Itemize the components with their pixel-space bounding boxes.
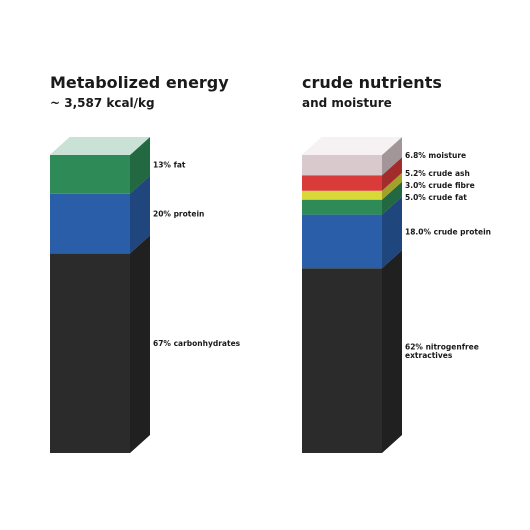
bar-side-shade xyxy=(130,235,150,453)
bar-segment xyxy=(302,268,382,453)
value-label: 20% protein xyxy=(153,210,204,219)
bar-segment xyxy=(302,190,382,200)
bar-segment xyxy=(50,253,130,453)
bar-side-shade xyxy=(382,172,402,200)
bar-top-tint xyxy=(302,137,402,155)
chart-title: crude nutrients xyxy=(302,73,442,92)
bar-side-shade xyxy=(382,137,402,176)
bar-side xyxy=(382,250,402,453)
bar-side-shade xyxy=(382,157,402,191)
value-label: 5.0% crude fat xyxy=(405,193,467,202)
value-label: 5.2% crude ash xyxy=(405,169,470,178)
bar-side-shade xyxy=(382,196,402,269)
bar-top-tint xyxy=(50,137,150,155)
bar-segment xyxy=(50,155,130,194)
bar-segment xyxy=(302,199,382,215)
bar-side xyxy=(382,181,402,215)
bar-side-shade xyxy=(382,250,402,453)
bar-side-shade xyxy=(130,175,150,254)
bar-segment xyxy=(50,193,130,254)
value-label: 13% fat xyxy=(153,160,186,169)
value-label: 6.8% moisture xyxy=(405,151,466,160)
bar-segment xyxy=(302,214,382,269)
bar-side xyxy=(382,196,402,269)
bar-side xyxy=(382,157,402,191)
value-label: 18.0% crude protein xyxy=(405,227,491,236)
bar-segment xyxy=(302,155,382,176)
bar-side xyxy=(382,137,402,176)
bar-side-shade xyxy=(382,181,402,215)
chart-subtitle: ~ 3,587 kcal/kg xyxy=(50,96,155,110)
chart-title: Metabolized energy xyxy=(50,73,229,92)
value-label: 3.0% crude fibre xyxy=(405,181,475,190)
bar-segment xyxy=(302,175,382,191)
bar-side xyxy=(130,175,150,254)
value-label: 67% carbonhydrates xyxy=(153,339,241,348)
bar-side-shade xyxy=(130,137,150,194)
value-label: 62% nitrogenfree extractives xyxy=(405,342,479,360)
chart-subtitle: and moisture xyxy=(302,96,392,110)
bar-side xyxy=(130,235,150,453)
bar-side xyxy=(382,172,402,200)
bar-side xyxy=(130,137,150,194)
